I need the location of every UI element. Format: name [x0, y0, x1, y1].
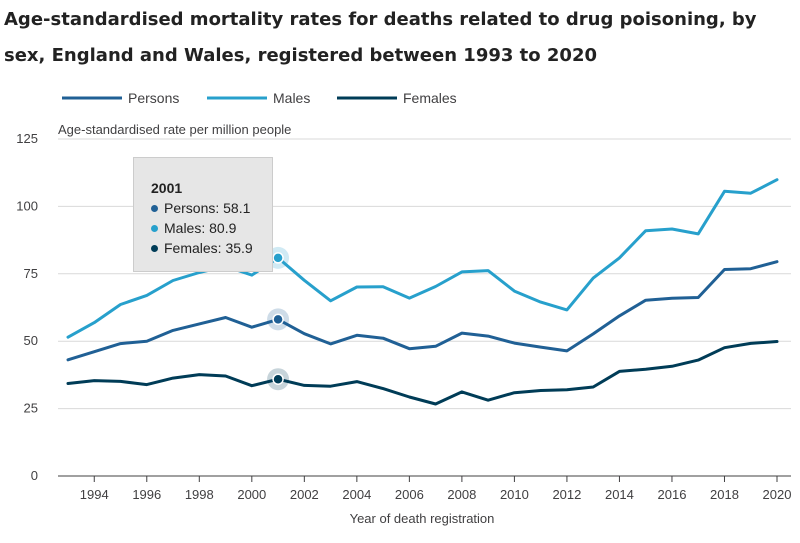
y-axis-label: Age-standardised rate per million people: [58, 122, 291, 137]
series-line-females: [66, 340, 779, 406]
highlight-point-males: [272, 252, 284, 264]
highlight-point-persons: [272, 313, 284, 326]
tooltip-row-persons: Persons: 58.1: [151, 198, 272, 218]
x-tick-label-2016: 2016: [658, 487, 687, 502]
series-line-males: [66, 178, 779, 339]
legend-label-persons: Persons: [128, 90, 179, 106]
females-dot-icon: [151, 244, 158, 252]
legend-label-males: Males: [273, 90, 310, 106]
x-tick-label-2000: 2000: [237, 487, 266, 502]
x-tick-label-2010: 2010: [500, 487, 529, 502]
males-dot-icon: [151, 224, 158, 232]
x-tick-label-1996: 1996: [132, 487, 161, 502]
tooltip-year: 2001: [151, 180, 183, 196]
series-line-persons: [66, 260, 779, 362]
y-tick-label-75: 75: [24, 266, 38, 281]
x-tick-label-2008: 2008: [447, 487, 476, 502]
y-axis-ticks: 0 25 50 75 100 125: [16, 131, 38, 483]
x-tick-label-2004: 2004: [342, 487, 371, 502]
x-tick-label-2020: 2020: [763, 487, 792, 502]
y-tick-label-100: 100: [16, 198, 38, 213]
x-axis-label: Year of death registration: [350, 511, 495, 526]
series-lines: [66, 178, 779, 406]
tooltip: 2001 Persons: 58.1 Males: 80.9 Females: …: [133, 157, 273, 272]
x-tick-label-2006: 2006: [395, 487, 424, 502]
tooltip-row-females: Females: 35.9: [151, 238, 272, 258]
highlight-markers: [267, 246, 290, 391]
persons-dot-icon: [151, 204, 158, 212]
chart-title: Age-standardised mortality rates for dea…: [4, 9, 757, 66]
x-tick-label-1998: 1998: [185, 487, 214, 502]
tooltip-females-label: Females: 35.9: [164, 240, 253, 256]
y-tick-label-125: 125: [16, 131, 38, 146]
x-tick-label-2012: 2012: [552, 487, 581, 502]
y-tick-label-25: 25: [24, 401, 38, 416]
x-axis: 1994 1996 1998 2000 2002 2004 2006 2008 2010 2012…: [58, 475, 792, 502]
y-tick-label-50: 50: [24, 333, 38, 348]
x-tick-label-2018: 2018: [710, 487, 739, 502]
tooltip-males-label: Males: 80.9: [164, 220, 237, 236]
legend: Persons Males Females: [62, 90, 457, 106]
x-tick-label-2014: 2014: [605, 487, 634, 502]
highlight-point-females: [272, 373, 284, 385]
tooltip-persons-label: Persons: 58.1: [164, 200, 251, 216]
x-tick-label-1994: 1994: [80, 487, 109, 502]
legend-label-females: Females: [403, 90, 457, 106]
y-tick-label-0: 0: [31, 468, 38, 483]
x-tick-label-2002: 2002: [290, 487, 319, 502]
gridlines: [58, 138, 791, 410]
tooltip-row-males: Males: 80.9: [151, 218, 272, 238]
